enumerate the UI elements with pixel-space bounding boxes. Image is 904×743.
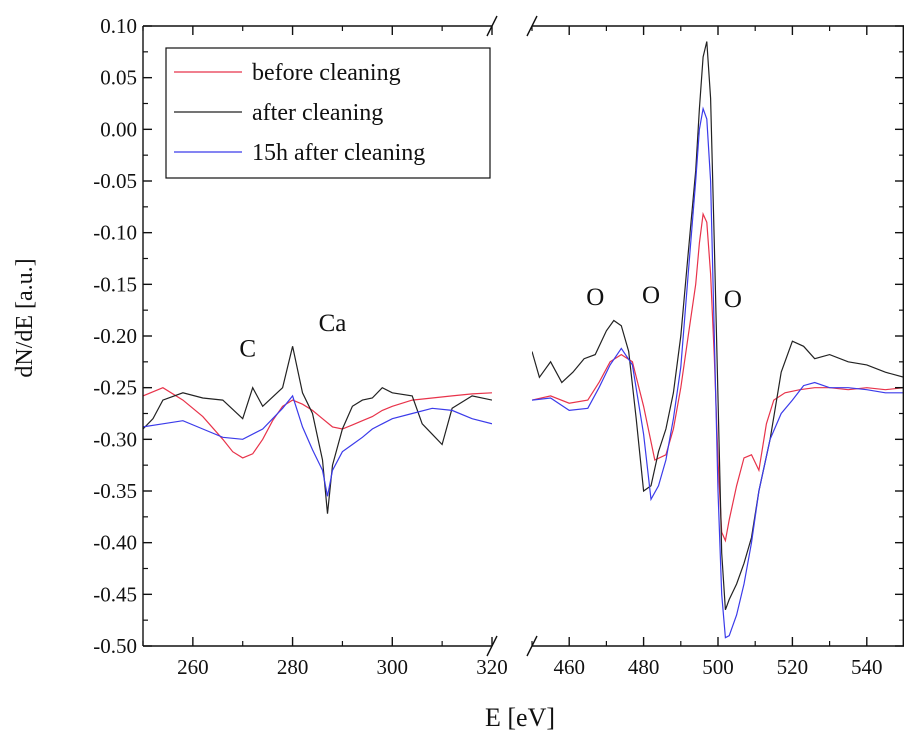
- y-tick-label: -0.30: [93, 427, 137, 451]
- series-line-3-segment-1: [143, 394, 492, 497]
- y-axis-label: dN/dE [a.u.]: [12, 258, 38, 377]
- y-tick-label: -0.45: [93, 582, 137, 606]
- legend-label: after cleaning: [252, 100, 383, 126]
- x-tick-label: 540: [851, 655, 883, 679]
- peak-annotation: O: [724, 286, 742, 313]
- y-tick-label: 0.00: [100, 117, 137, 141]
- y-tick-label: -0.25: [93, 376, 137, 400]
- peak-annotation: O: [642, 282, 660, 309]
- x-axis-label: E [eV]: [485, 703, 555, 732]
- y-tick-label: 0.05: [100, 66, 137, 90]
- y-tick-label: -0.40: [93, 531, 137, 555]
- x-tick-label: 260: [177, 655, 209, 679]
- y-tick-label: -0.15: [93, 272, 137, 296]
- peak-annotation: O: [586, 284, 604, 311]
- peak-annotation: C: [239, 336, 256, 363]
- y-tick-label: -0.05: [93, 169, 137, 193]
- y-tick-label: -0.50: [93, 634, 137, 658]
- peak-annotation: Ca: [319, 310, 347, 337]
- series-line-1-segment-1: [143, 387, 492, 459]
- x-tick-label: 320: [476, 655, 508, 679]
- y-tick-label: 0.10: [100, 14, 137, 38]
- x-tick-label: 480: [628, 655, 660, 679]
- y-tick-label: -0.10: [93, 221, 137, 245]
- y-tick-label: -0.20: [93, 324, 137, 348]
- x-tick-label: 280: [277, 655, 309, 679]
- legend-label: 15h after cleaning: [252, 140, 425, 166]
- series-line-3-segment-2: [532, 106, 904, 639]
- legend-label: before cleaning: [252, 60, 401, 86]
- series-line-1-segment-2: [532, 211, 904, 543]
- series-line-2-segment-1: [143, 346, 492, 514]
- x-tick-label: 460: [553, 655, 585, 679]
- series-line-2-segment-2: [532, 41, 904, 611]
- x-tick-label: 300: [377, 655, 409, 679]
- x-tick-label: 500: [702, 655, 734, 679]
- y-tick-label: -0.35: [93, 479, 137, 503]
- x-tick-label: 520: [777, 655, 809, 679]
- legend-box: [165, 47, 491, 179]
